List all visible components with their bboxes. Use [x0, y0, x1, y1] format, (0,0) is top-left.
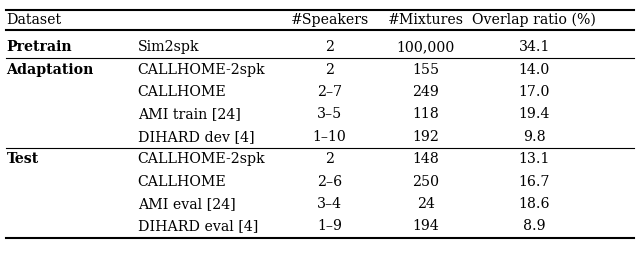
Text: 3–4: 3–4: [317, 197, 342, 211]
Text: 1–9: 1–9: [317, 220, 342, 234]
Text: 8.9: 8.9: [523, 220, 546, 234]
Text: Test: Test: [6, 152, 38, 166]
Text: 9.8: 9.8: [523, 130, 546, 144]
Text: 2: 2: [325, 40, 334, 54]
Text: CALLHOME-2spk: CALLHOME-2spk: [138, 152, 265, 166]
Text: 13.1: 13.1: [518, 152, 550, 166]
Text: 16.7: 16.7: [518, 175, 550, 189]
Text: 192: 192: [412, 130, 439, 144]
Text: 250: 250: [412, 175, 439, 189]
Text: 24: 24: [417, 197, 435, 211]
Text: Pretrain: Pretrain: [6, 40, 72, 54]
Text: 1–10: 1–10: [313, 130, 346, 144]
Text: 19.4: 19.4: [518, 107, 550, 122]
Text: Overlap ratio (%): Overlap ratio (%): [472, 13, 596, 28]
Text: 2–7: 2–7: [317, 85, 342, 99]
Text: 2: 2: [325, 152, 334, 166]
Text: #Speakers: #Speakers: [291, 13, 369, 27]
Text: 3–5: 3–5: [317, 107, 342, 122]
Text: 34.1: 34.1: [518, 40, 550, 54]
Text: AMI train [24]: AMI train [24]: [138, 107, 241, 122]
Text: 14.0: 14.0: [518, 63, 550, 77]
Text: 249: 249: [412, 85, 439, 99]
Text: CALLHOME: CALLHOME: [138, 175, 227, 189]
Text: 18.6: 18.6: [518, 197, 550, 211]
Text: 148: 148: [412, 152, 439, 166]
Text: AMI eval [24]: AMI eval [24]: [138, 197, 236, 211]
Text: 17.0: 17.0: [518, 85, 550, 99]
Text: 194: 194: [412, 220, 439, 234]
Text: 100,000: 100,000: [396, 40, 455, 54]
Text: CALLHOME: CALLHOME: [138, 85, 227, 99]
Text: DIHARD eval [4]: DIHARD eval [4]: [138, 220, 258, 234]
Text: Adaptation: Adaptation: [6, 63, 94, 77]
Text: 2–6: 2–6: [317, 175, 342, 189]
Text: 2: 2: [325, 63, 334, 77]
Text: #Mixtures: #Mixtures: [388, 13, 463, 27]
Text: DIHARD dev [4]: DIHARD dev [4]: [138, 130, 254, 144]
Text: Sim2spk: Sim2spk: [138, 40, 199, 54]
Text: CALLHOME-2spk: CALLHOME-2spk: [138, 63, 265, 77]
Text: 155: 155: [412, 63, 439, 77]
Text: Dataset: Dataset: [6, 13, 61, 27]
Text: 118: 118: [412, 107, 439, 122]
